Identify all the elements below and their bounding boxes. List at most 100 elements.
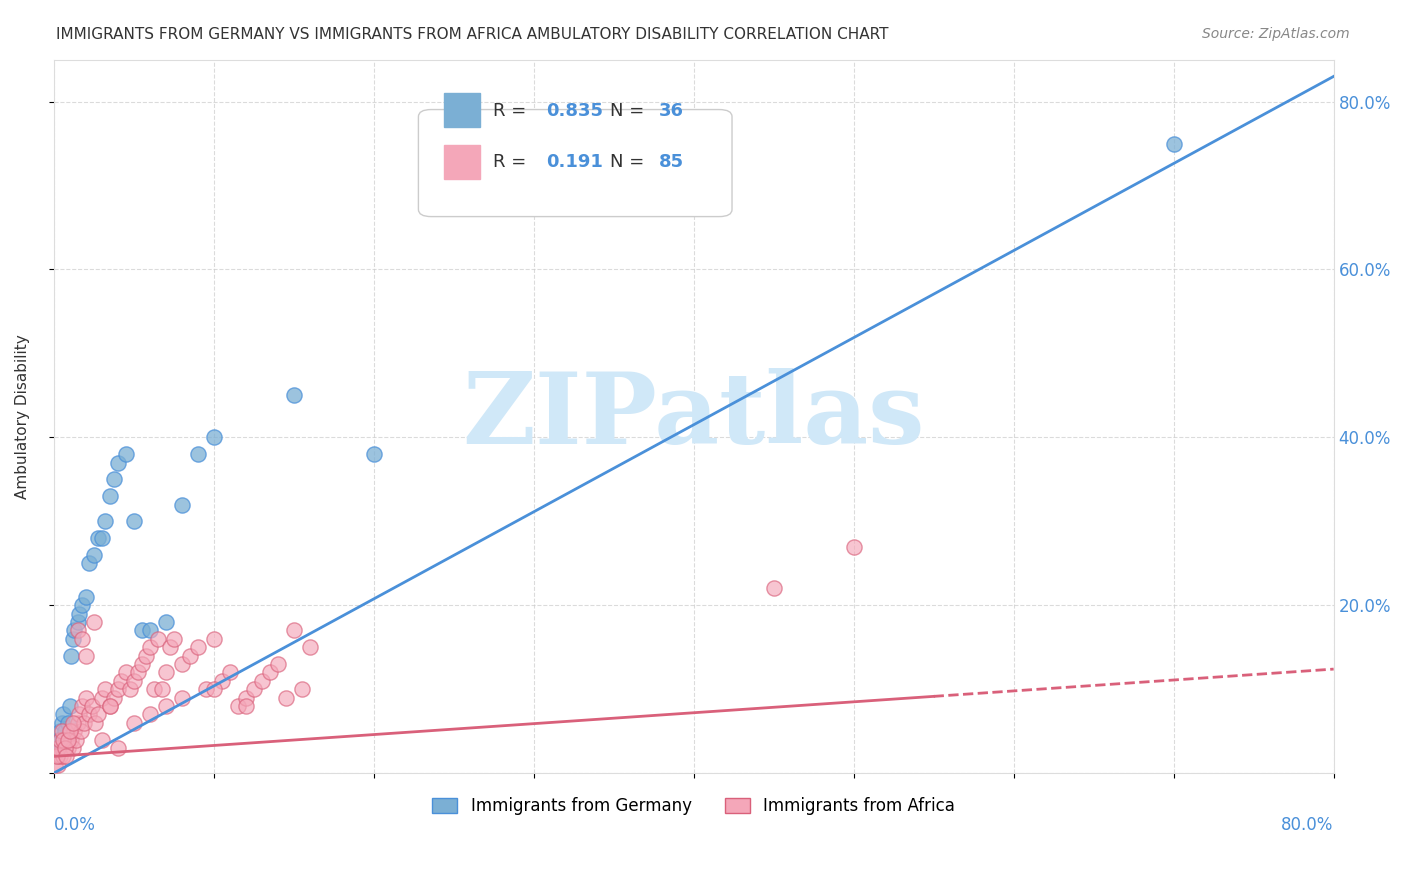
Point: [110, 673, 132, 688]
Point: [45, 749, 67, 764]
Point: [187, 640, 209, 655]
Point: [138, 624, 160, 638]
Point: [103, 690, 125, 705]
Point: [48, 741, 70, 756]
Point: [52, 732, 75, 747]
Point: [60, 732, 83, 747]
Text: Source: ZipAtlas.com: Source: ZipAtlas.com: [1202, 27, 1350, 41]
Point: [67, 607, 90, 621]
Point: [274, 690, 297, 705]
Text: 0.191: 0.191: [547, 153, 603, 170]
Point: [52, 749, 75, 764]
Text: N =: N =: [610, 102, 651, 120]
Point: [162, 632, 184, 646]
Point: [170, 690, 193, 705]
Point: [94, 514, 117, 528]
Point: [56, 741, 79, 756]
Text: ZIPatlas: ZIPatlas: [463, 368, 925, 465]
Point: [52, 707, 75, 722]
Point: [62, 715, 84, 730]
Point: [235, 690, 257, 705]
Point: [155, 665, 177, 680]
Point: [159, 640, 181, 655]
Point: [59, 724, 82, 739]
Point: [60, 648, 83, 663]
Point: [298, 640, 321, 655]
Point: [63, 724, 86, 739]
Point: [122, 673, 145, 688]
Point: [59, 699, 82, 714]
Point: [94, 682, 117, 697]
Point: [62, 632, 84, 646]
Point: [283, 624, 305, 638]
Point: [250, 673, 273, 688]
Point: [146, 632, 169, 646]
Point: [83, 548, 105, 562]
Point: [98, 699, 121, 714]
Text: R =: R =: [492, 153, 537, 170]
Point: [131, 657, 153, 671]
Point: [226, 699, 249, 714]
Point: [53, 741, 76, 756]
Point: [131, 624, 153, 638]
Point: [53, 724, 76, 739]
Point: [49, 749, 72, 764]
Point: [194, 682, 217, 697]
Point: [56, 732, 79, 747]
Y-axis label: Ambulatory Disability: Ambulatory Disability: [15, 334, 30, 499]
Point: [59, 724, 82, 739]
Point: [66, 624, 89, 638]
Point: [80, 699, 103, 714]
Point: [55, 732, 77, 747]
Point: [75, 690, 97, 705]
Point: [202, 430, 225, 444]
Point: [44, 757, 66, 772]
Point: [55, 749, 77, 764]
Point: [202, 682, 225, 697]
Text: 36: 36: [659, 102, 685, 120]
Point: [51, 715, 73, 730]
Point: [122, 715, 145, 730]
Point: [77, 557, 100, 571]
Point: [218, 665, 240, 680]
Point: [98, 699, 121, 714]
Point: [120, 682, 142, 697]
Text: 80.0%: 80.0%: [1281, 816, 1334, 834]
Bar: [444, 93, 479, 128]
Point: [53, 741, 76, 756]
Legend: Immigrants from Germany, Immigrants from Africa: Immigrants from Germany, Immigrants from…: [426, 790, 962, 822]
Point: [75, 648, 97, 663]
Point: [1163, 136, 1185, 151]
Point: [49, 732, 72, 747]
Point: [45, 749, 67, 764]
Point: [138, 640, 160, 655]
Point: [259, 665, 281, 680]
Point: [122, 514, 145, 528]
Point: [83, 615, 105, 629]
Point: [155, 615, 177, 629]
Point: [51, 741, 73, 756]
Point: [152, 682, 174, 697]
Point: [107, 456, 129, 470]
Text: N =: N =: [610, 153, 651, 170]
Point: [62, 741, 84, 756]
Text: 85: 85: [659, 153, 685, 170]
Point: [283, 388, 305, 402]
Point: [66, 715, 89, 730]
Point: [90, 732, 112, 747]
Point: [45, 741, 67, 756]
Point: [138, 707, 160, 722]
Point: [242, 682, 264, 697]
Point: [84, 715, 107, 730]
Point: [56, 715, 79, 730]
Point: [363, 447, 385, 461]
Point: [179, 648, 201, 663]
Point: [67, 707, 90, 722]
Point: [72, 632, 94, 646]
Point: [155, 699, 177, 714]
Point: [51, 724, 73, 739]
Point: [114, 665, 136, 680]
Point: [107, 741, 129, 756]
Point: [63, 624, 86, 638]
Point: [170, 498, 193, 512]
